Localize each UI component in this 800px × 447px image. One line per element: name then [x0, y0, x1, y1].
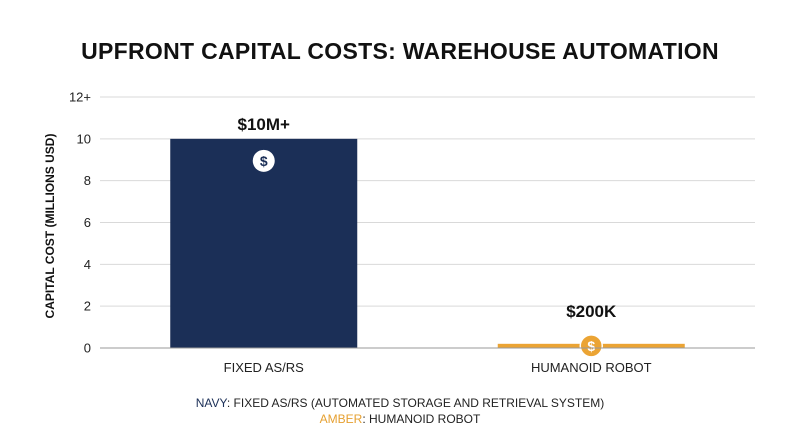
y-tick-label: 10 — [77, 131, 91, 146]
y-axis-title: CAPITAL COST (MILLIONS USD) — [43, 134, 57, 319]
bar-fixed-as-rs — [170, 138, 358, 348]
x-axis-labels: FIXED AS/RS HUMANOID ROBOT — [224, 360, 652, 375]
bars: $10M+ $ $200K $ — [170, 115, 685, 358]
x-tick-label-humanoid-robot: HUMANOID ROBOT — [531, 360, 652, 375]
y-tick-label: 6 — [84, 215, 91, 230]
legend-text-amber: : HUMANOID ROBOT — [362, 412, 481, 426]
chart-title: UPFRONT CAPITAL COSTS: WAREHOUSE AUTOMAT… — [81, 38, 719, 64]
legend-text-navy: : FIXED AS/RS (AUTOMATED STORAGE AND RET… — [226, 396, 605, 410]
legend-entry-navy: NAVY: FIXED AS/RS (AUTOMATED STORAGE AND… — [0, 396, 800, 410]
dollar-coin-icon: $ — [579, 334, 603, 358]
data-label-fixed-as-rs: $10M+ — [238, 115, 291, 134]
y-axis-ticks: 0 2 4 6 8 10 12+ — [69, 90, 91, 356]
y-tick-label: 2 — [84, 299, 91, 314]
svg-text:$: $ — [260, 153, 268, 169]
legend-key-amber: AMBER — [319, 412, 363, 426]
legend-entry-amber: AMBER: HUMANOID ROBOT — [0, 412, 800, 426]
data-label-humanoid-robot: $200K — [566, 302, 617, 321]
legend-key-navy: NAVY — [195, 396, 227, 410]
y-tick-label: 8 — [84, 173, 91, 188]
dollar-coin-icon: $ — [252, 149, 275, 172]
svg-text:$: $ — [587, 338, 595, 354]
y-tick-label: 0 — [84, 341, 91, 356]
x-tick-label-fixed-as-rs: FIXED AS/RS — [224, 360, 305, 375]
y-tick-label: 4 — [84, 257, 91, 272]
y-tick-label: 12+ — [69, 90, 91, 105]
